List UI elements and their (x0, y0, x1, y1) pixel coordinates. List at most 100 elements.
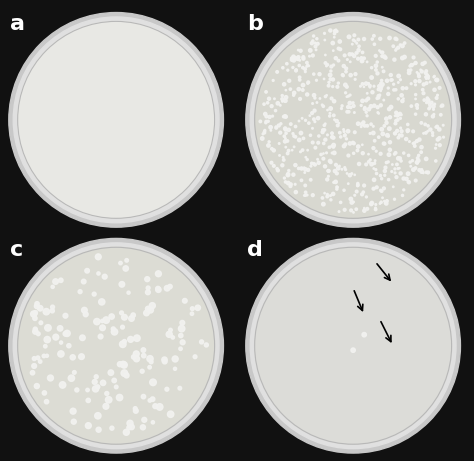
Circle shape (250, 243, 456, 449)
Circle shape (345, 134, 346, 136)
Circle shape (353, 212, 354, 213)
Circle shape (371, 38, 374, 40)
Circle shape (393, 153, 396, 155)
Circle shape (67, 343, 71, 348)
Circle shape (319, 98, 320, 99)
Circle shape (156, 404, 163, 410)
Circle shape (433, 113, 435, 115)
Circle shape (380, 85, 383, 88)
Circle shape (316, 102, 318, 103)
Circle shape (286, 181, 290, 185)
Circle shape (356, 190, 358, 193)
Circle shape (301, 66, 304, 69)
Circle shape (46, 354, 48, 357)
Circle shape (364, 207, 365, 209)
Circle shape (332, 114, 335, 117)
Circle shape (278, 142, 280, 144)
Circle shape (346, 106, 350, 108)
Circle shape (339, 48, 342, 51)
Circle shape (420, 170, 424, 173)
Circle shape (96, 427, 101, 432)
Circle shape (325, 123, 326, 124)
Circle shape (350, 201, 354, 204)
Circle shape (407, 181, 410, 183)
Circle shape (329, 195, 331, 196)
Circle shape (9, 12, 223, 227)
Circle shape (324, 39, 326, 41)
Circle shape (151, 421, 155, 424)
Circle shape (307, 83, 309, 84)
Circle shape (409, 65, 411, 67)
Circle shape (35, 301, 39, 306)
Circle shape (311, 112, 313, 114)
Circle shape (374, 69, 377, 71)
Circle shape (360, 123, 364, 125)
Circle shape (169, 328, 172, 332)
Circle shape (164, 285, 170, 291)
Circle shape (71, 419, 76, 424)
Circle shape (394, 123, 396, 124)
Circle shape (380, 128, 383, 131)
Circle shape (437, 95, 438, 96)
Circle shape (346, 130, 350, 133)
Circle shape (435, 97, 438, 100)
Circle shape (357, 162, 361, 165)
Circle shape (298, 138, 301, 142)
Circle shape (305, 157, 307, 158)
Circle shape (292, 149, 293, 151)
Circle shape (427, 100, 430, 103)
Circle shape (281, 95, 283, 97)
Circle shape (385, 161, 388, 164)
Circle shape (100, 380, 106, 385)
Circle shape (374, 160, 376, 161)
Circle shape (323, 165, 327, 168)
Circle shape (374, 140, 376, 142)
Circle shape (334, 30, 337, 33)
Circle shape (324, 192, 325, 194)
Circle shape (433, 76, 435, 78)
Circle shape (321, 202, 325, 206)
Circle shape (273, 165, 275, 167)
Circle shape (321, 130, 324, 134)
Circle shape (416, 107, 419, 109)
Circle shape (313, 163, 315, 164)
Circle shape (273, 98, 275, 100)
Circle shape (265, 91, 267, 93)
Circle shape (307, 81, 310, 84)
Circle shape (276, 169, 279, 172)
Circle shape (178, 325, 185, 332)
Circle shape (396, 38, 398, 41)
Circle shape (417, 157, 419, 160)
Circle shape (376, 97, 378, 100)
Circle shape (204, 343, 209, 347)
Circle shape (435, 160, 437, 162)
Circle shape (428, 103, 431, 106)
Circle shape (295, 69, 297, 72)
Circle shape (380, 88, 382, 90)
Circle shape (346, 173, 348, 174)
Circle shape (422, 92, 425, 95)
Circle shape (330, 70, 332, 72)
Circle shape (190, 312, 194, 315)
Circle shape (427, 125, 429, 127)
Circle shape (335, 119, 338, 123)
Circle shape (262, 133, 264, 135)
Circle shape (264, 112, 267, 116)
Circle shape (294, 125, 297, 128)
Circle shape (131, 355, 136, 359)
Circle shape (329, 161, 332, 164)
Circle shape (351, 53, 354, 56)
Circle shape (284, 95, 288, 99)
Circle shape (423, 99, 426, 101)
Circle shape (328, 82, 330, 83)
Circle shape (426, 97, 428, 99)
Circle shape (144, 310, 149, 316)
Circle shape (357, 38, 360, 41)
Circle shape (141, 395, 146, 399)
Circle shape (387, 87, 389, 89)
Circle shape (327, 64, 328, 66)
Circle shape (343, 189, 345, 191)
Circle shape (328, 160, 332, 163)
Circle shape (108, 370, 114, 375)
Circle shape (393, 58, 396, 61)
